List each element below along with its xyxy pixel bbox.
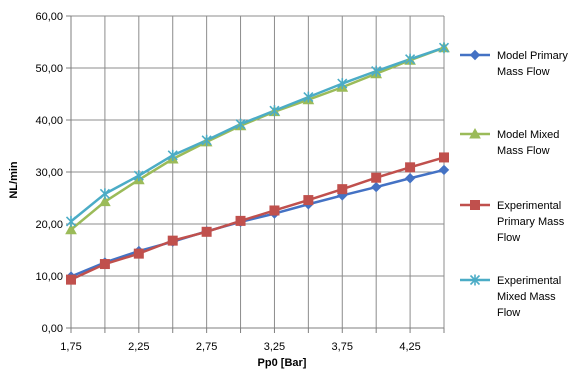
data-point (404, 173, 416, 184)
series-line-0 (70, 168, 445, 278)
series-markers (65, 41, 450, 285)
data-point (370, 181, 382, 193)
data-point (269, 205, 280, 216)
data-point (438, 164, 450, 176)
data-point (371, 172, 382, 183)
data-point (438, 42, 450, 54)
y-tick-label: 0,00 (42, 323, 63, 335)
x-tick-label: 2,75 (196, 341, 217, 353)
data-point (405, 53, 416, 65)
data-point (201, 134, 212, 146)
x-tick-label: 1,75 (60, 341, 81, 353)
legend-label: Primary Mass (497, 216, 565, 228)
x-axis-title: Pp0 [Bar] (258, 357, 307, 369)
legend-label: Experimental (497, 275, 561, 287)
series-line-1 (70, 46, 445, 231)
legend-swatch-marker (469, 274, 481, 286)
legend-label: Flow (497, 232, 520, 244)
series-line-3 (70, 46, 445, 223)
legend-swatch-marker (469, 127, 481, 139)
y-tick-label: 20,00 (35, 219, 63, 231)
data-point (99, 188, 110, 200)
legend-swatch-marker (469, 49, 481, 61)
data-point (303, 91, 314, 103)
data-point (133, 170, 144, 182)
data-point (235, 118, 246, 130)
y-tick-label: 40,00 (35, 115, 63, 127)
y-tick-label: 60,00 (35, 11, 63, 23)
grid (71, 15, 445, 328)
y-tick-label: 30,00 (35, 167, 63, 179)
y-tick-label: 10,00 (35, 271, 63, 283)
data-point (303, 195, 314, 206)
tick-labels: 0,00 10,00 20,00 30,00 40,00 50,00 60,00 1,75 2,… (35, 11, 420, 353)
legend-label: Mass Flow (497, 66, 550, 78)
legend: Model Primary Mass Flow Model Mixed Mass Fl… (460, 49, 568, 319)
data-point (337, 78, 348, 90)
data-point (167, 149, 178, 161)
data-point (65, 215, 77, 227)
x-tick-label: 3,75 (332, 341, 353, 353)
legend-swatch-marker (470, 200, 480, 210)
legend-label: Model Mixed (497, 129, 559, 141)
data-point (99, 259, 110, 270)
x-tick-label: 2,25 (128, 341, 149, 353)
y-tick-label: 50,00 (35, 63, 63, 75)
data-point (167, 235, 178, 246)
legend-label: Experimental (497, 200, 561, 212)
data-point (66, 274, 76, 285)
data-point (65, 223, 77, 235)
legend-label: Flow (497, 307, 520, 319)
y-axis-title: NL/min (8, 161, 20, 199)
data-point (235, 215, 246, 226)
legend-label: Mixed Mass (497, 291, 556, 303)
legend-label: Model Primary (497, 50, 568, 62)
data-point (201, 226, 212, 237)
data-point (337, 184, 348, 195)
data-point (439, 152, 449, 163)
x-tick-label: 3,25 (264, 341, 285, 353)
series-lines (70, 46, 445, 281)
legend-label: Mass Flow (497, 145, 550, 157)
data-point (405, 162, 416, 173)
data-point (99, 195, 111, 207)
x-tick-label: 4,25 (399, 341, 420, 353)
series-line-2 (70, 156, 445, 281)
data-point (269, 105, 280, 117)
data-point (371, 65, 382, 77)
data-point (133, 248, 144, 259)
